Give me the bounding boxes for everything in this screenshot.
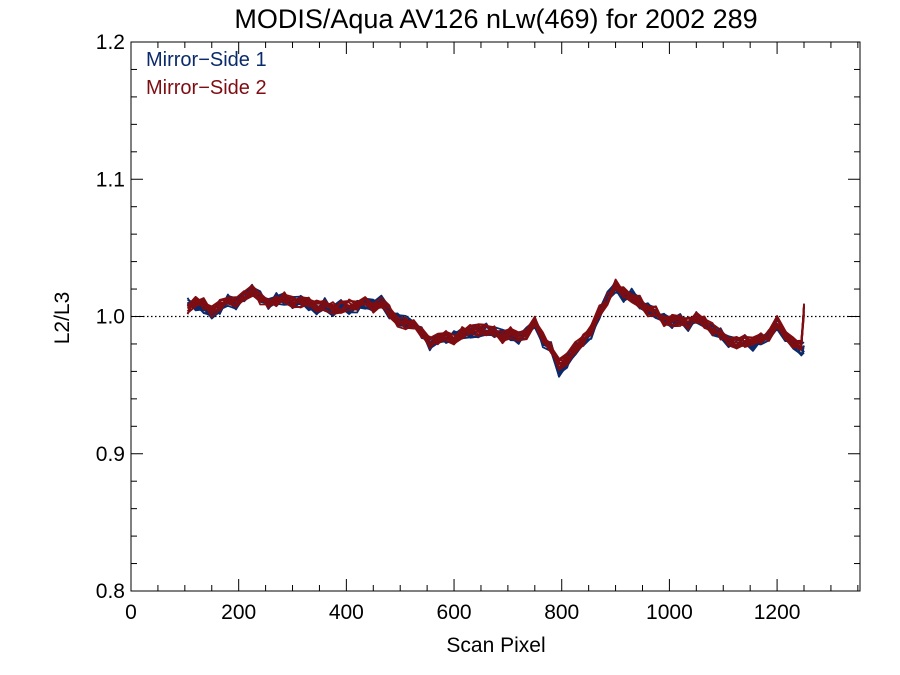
y-axis-label: L2/L3 <box>51 292 74 345</box>
legend-entry: Mirror−Side 2 <box>146 77 267 99</box>
x-tick-label: 200 <box>221 601 256 624</box>
series-2 <box>186 278 805 371</box>
x-tick-label: 600 <box>437 601 472 624</box>
series-line <box>187 280 805 363</box>
x-tick-label: 800 <box>544 601 579 624</box>
chart-title: MODIS/Aqua AV126 nLw(469) for 2002 289 <box>234 4 757 34</box>
x-tick-label: 0 <box>125 601 137 624</box>
y-tick-label: 1.1 <box>96 168 125 191</box>
x-tick-label: 400 <box>329 601 364 624</box>
plot-area <box>131 278 860 378</box>
series-line <box>187 285 805 370</box>
x-tick-label: 1200 <box>754 601 801 624</box>
x-tick-label: 1000 <box>646 601 693 624</box>
y-tick-label: 1.2 <box>96 31 125 54</box>
axes: 0 200 400 600 800 1000 1200 0.8 0.9 1.0 1.1 1.2 <box>96 31 861 624</box>
x-axis-label: Scan Pixel <box>446 634 545 657</box>
y-tick-label: 0.9 <box>96 443 125 466</box>
legend: Mirror−Side 1 Mirror−Side 2 <box>146 49 267 99</box>
legend-entry: Mirror−Side 1 <box>146 49 267 71</box>
y-tick-label: 1.0 <box>96 306 125 329</box>
y-tick-label: 0.8 <box>96 580 125 603</box>
